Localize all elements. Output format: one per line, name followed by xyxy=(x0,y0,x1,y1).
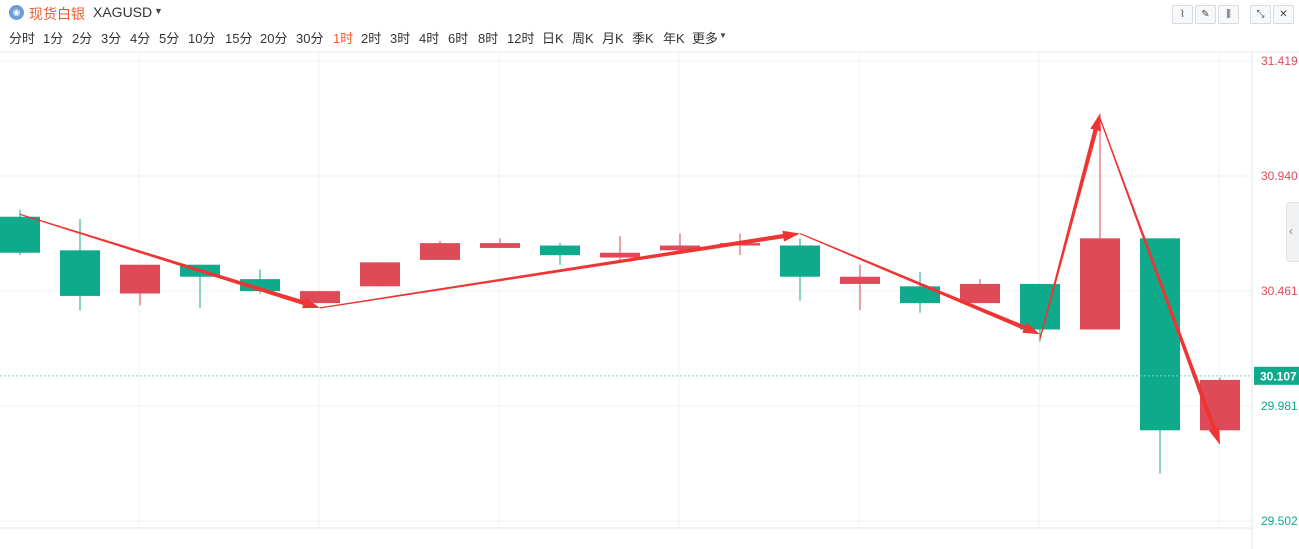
candle-body-14 xyxy=(840,276,880,284)
y-tick-label-0: 31.419 xyxy=(1261,54,1298,68)
chevron-down-icon[interactable]: ▼ xyxy=(719,31,727,40)
candle-body-6 xyxy=(360,262,400,287)
close-icon[interactable]: ✕ xyxy=(1273,5,1294,24)
period-2[interactable]: 2分 xyxy=(72,31,93,46)
current-price-label: 30.107 xyxy=(1260,369,1297,383)
period-7[interactable]: 15分 xyxy=(225,31,253,46)
side-panel-toggle[interactable]: ‹ xyxy=(1286,202,1299,262)
period-3[interactable]: 3分 xyxy=(101,31,122,46)
current-price-tag xyxy=(1254,366,1299,385)
chevron-left-icon: ‹ xyxy=(1289,224,1293,238)
candle-body-4 xyxy=(240,279,280,292)
period-14[interactable]: 6时 xyxy=(448,31,469,46)
candle-body-1 xyxy=(60,250,100,296)
candle-body-18 xyxy=(1080,238,1120,330)
candle-body-5 xyxy=(300,291,340,304)
period-17[interactable]: 日K xyxy=(542,31,564,46)
trend-arrow-0 xyxy=(19,213,321,309)
period-18[interactable]: 周K xyxy=(572,31,594,46)
candle-body-11 xyxy=(660,245,700,251)
chevron-down-icon[interactable]: ▼ xyxy=(154,6,163,16)
trend-arrow-1 xyxy=(319,230,800,309)
period-10[interactable]: 1时 xyxy=(333,31,354,46)
period-22[interactable]: 更多 xyxy=(692,31,719,46)
trend-arrow-3 xyxy=(1039,113,1101,340)
period-12[interactable]: 3时 xyxy=(390,31,411,46)
candle-style-icon[interactable]: ⫼ xyxy=(1218,5,1239,24)
candle-body-15 xyxy=(900,286,940,304)
collapse-icon[interactable]: ⤡ xyxy=(1250,5,1271,24)
period-5[interactable]: 5分 xyxy=(159,31,180,46)
y-tick-label-4: 29.502 xyxy=(1261,514,1298,528)
candle-body-16 xyxy=(960,283,1000,304)
period-21[interactable]: 年K xyxy=(663,31,685,46)
candle-body-17 xyxy=(1020,283,1060,330)
instrument-symbol[interactable]: XAGUSD xyxy=(93,4,153,20)
period-4[interactable]: 4分 xyxy=(130,31,151,46)
period-8[interactable]: 20分 xyxy=(260,31,288,46)
chart-header: ◉ 现货白银 XAGUSD ▼ ⌇ ✎ ⫼ ⤡ ✕ xyxy=(0,0,1299,26)
line-tool-icon[interactable]: ⌇ xyxy=(1172,5,1193,24)
y-tick-label-3: 29.981 xyxy=(1261,399,1298,413)
y-tick-label-2: 30.461 xyxy=(1261,284,1298,298)
candle-body-13 xyxy=(780,245,820,277)
period-15[interactable]: 8时 xyxy=(478,31,499,46)
period-16[interactable]: 12时 xyxy=(507,31,535,46)
instrument-name[interactable]: 现货白银 xyxy=(29,6,85,22)
period-13[interactable]: 4时 xyxy=(419,31,440,46)
period-0[interactable]: 分时 xyxy=(9,31,36,46)
pen-tool-icon[interactable]: ✎ xyxy=(1195,5,1216,24)
y-tick-label-1: 30.940 xyxy=(1261,169,1298,183)
period-19[interactable]: 月K xyxy=(602,31,624,46)
period-6[interactable]: 10分 xyxy=(188,31,216,46)
candle-body-10 xyxy=(600,252,640,258)
candle-body-19 xyxy=(1140,238,1180,431)
trend-arrow-2 xyxy=(799,233,1040,335)
candle-body-2 xyxy=(120,264,160,294)
candle-body-8 xyxy=(480,243,520,248)
period-1[interactable]: 1分 xyxy=(43,31,64,46)
period-20[interactable]: 季K xyxy=(632,31,654,46)
trend-arrow-4 xyxy=(1099,118,1220,445)
silver-coin-icon: ◉ xyxy=(9,5,24,20)
candle-body-9 xyxy=(540,245,580,256)
candle-body-7 xyxy=(420,243,460,260)
period-11[interactable]: 2时 xyxy=(361,31,382,46)
candle-body-0 xyxy=(0,216,40,253)
period-9[interactable]: 30分 xyxy=(296,31,324,46)
